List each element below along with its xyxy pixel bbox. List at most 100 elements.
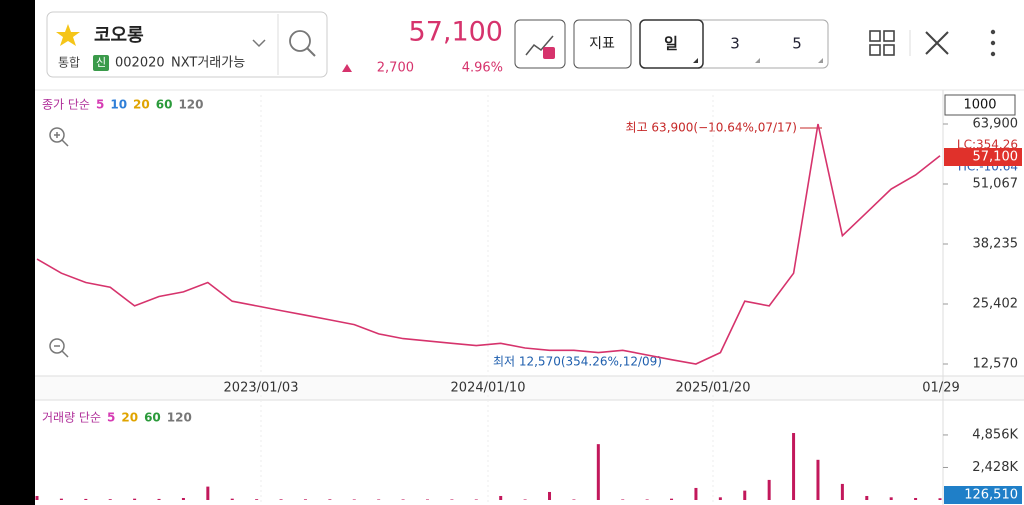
stock-box[interactable] <box>46 11 328 78</box>
badge: 신 <box>96 56 106 69</box>
legend-item: 120 <box>167 411 192 425</box>
volume-bar <box>596 444 600 500</box>
legend-title: 종가 단순 <box>42 98 90 112</box>
volume-bar <box>181 497 185 500</box>
volume-bar <box>718 497 722 500</box>
volume-bar <box>206 486 210 500</box>
more-icon[interactable] <box>990 29 996 57</box>
x-tick-label: 2023/01/03 <box>224 381 299 396</box>
volume-bar <box>840 483 844 500</box>
volume-bar <box>450 499 454 500</box>
legend-item: 120 <box>178 98 203 112</box>
volume-bar <box>157 498 161 500</box>
volume-bar <box>938 498 942 500</box>
current-volume-badge <box>944 486 1022 504</box>
period-label[interactable]: 3 <box>730 35 740 53</box>
app-background <box>35 0 1024 505</box>
legend-item: 20 <box>121 411 138 425</box>
y-tick-label: 25,402 <box>973 297 1019 312</box>
volume-bar <box>645 499 649 500</box>
chart-icon <box>525 35 554 56</box>
volume-bar <box>352 499 356 500</box>
zoom-in[interactable] <box>49 127 69 147</box>
volume-bar <box>377 499 381 500</box>
volume-bar <box>59 498 63 500</box>
price-line <box>36 123 941 365</box>
low-annotation: 최저 12,570(354.26%,12/09) <box>493 355 662 369</box>
legend-item: 5 <box>96 98 104 112</box>
y-tick-label: 63,900 <box>973 117 1019 132</box>
period-day-button[interactable] <box>639 19 704 69</box>
badge-bg <box>93 55 109 71</box>
favorite-star[interactable] <box>56 24 80 46</box>
layout-icon[interactable] <box>869 30 895 56</box>
volume-bar <box>35 495 39 500</box>
x-tick-label: 01/29 <box>922 381 959 396</box>
count-box[interactable] <box>944 94 1016 116</box>
current-price-badge <box>944 148 1022 166</box>
volume-bar <box>767 479 771 500</box>
volume-bar <box>279 499 283 500</box>
volume-bar <box>572 499 576 500</box>
x-axis-band <box>35 376 1024 400</box>
volume-bar <box>694 487 698 500</box>
volume-bar <box>792 433 796 500</box>
price-change: 2,700 <box>377 61 414 76</box>
current-volume: 126,510 <box>964 488 1018 503</box>
volume-bar <box>255 499 259 500</box>
change-rate: 4.96% <box>462 61 503 76</box>
corner-mark <box>693 58 698 63</box>
volume-bar <box>230 498 234 500</box>
corner-mark <box>818 58 823 63</box>
x-tick-label: 2024/01/10 <box>451 381 526 396</box>
current-price-label: 57,100 <box>973 150 1019 165</box>
volume-bar <box>499 495 503 500</box>
period-label[interactable]: 5 <box>792 35 802 53</box>
volume-bar <box>133 498 137 500</box>
up-arrow <box>342 64 352 72</box>
search-handle <box>306 47 316 57</box>
volume-bar <box>621 499 625 500</box>
legend-item: 60 <box>156 98 173 112</box>
y-tick-label: 38,235 <box>973 237 1019 252</box>
legend-item: 20 <box>133 98 150 112</box>
indicator-button[interactable] <box>573 19 632 69</box>
nxt-label: NXT거래가능 <box>171 56 245 71</box>
legend-item: 60 <box>144 411 161 425</box>
y-tick-label: 12,570 <box>973 357 1019 372</box>
chart-type-button[interactable] <box>514 19 566 69</box>
high-annotation: 최고 63,900(−10.64%,07/17) <box>626 121 797 135</box>
corner-mark <box>755 58 760 63</box>
stock-code: 002020 <box>115 56 165 71</box>
dropdown-chevron[interactable] <box>252 39 266 48</box>
play-icon <box>543 47 555 59</box>
volume-bar <box>401 499 405 500</box>
volume-bar <box>425 499 429 500</box>
volume-bar <box>548 491 552 500</box>
volume-bar <box>914 497 918 500</box>
volume-bar <box>743 490 747 500</box>
volume-bar <box>865 495 869 500</box>
legend-item: 5 <box>107 411 115 425</box>
volume-bar <box>889 497 893 500</box>
zoom-out[interactable] <box>49 338 69 358</box>
y-tick-label: 4,856K <box>972 427 1018 442</box>
settings-icon[interactable] <box>925 31 949 55</box>
y-tick-label: 51,067 <box>973 177 1019 192</box>
volume-bar <box>84 498 88 500</box>
volume-bar <box>108 499 112 500</box>
indicator-label: 지표 <box>589 36 615 52</box>
stock-name: 코오롱 <box>94 25 144 46</box>
period-label: 일 <box>664 35 678 53</box>
volume-bar <box>670 498 674 500</box>
legend-item: 10 <box>110 98 127 112</box>
volume-bar <box>328 499 332 500</box>
volume-bar <box>816 459 820 500</box>
volume-bar <box>474 499 478 500</box>
legend-title: 거래량 단순 <box>42 411 101 425</box>
search-icon[interactable] <box>289 30 311 52</box>
current-price: 57,100 <box>409 17 503 48</box>
market: 통합 <box>58 56 80 70</box>
x-tick-label: 2025/01/20 <box>676 381 751 396</box>
